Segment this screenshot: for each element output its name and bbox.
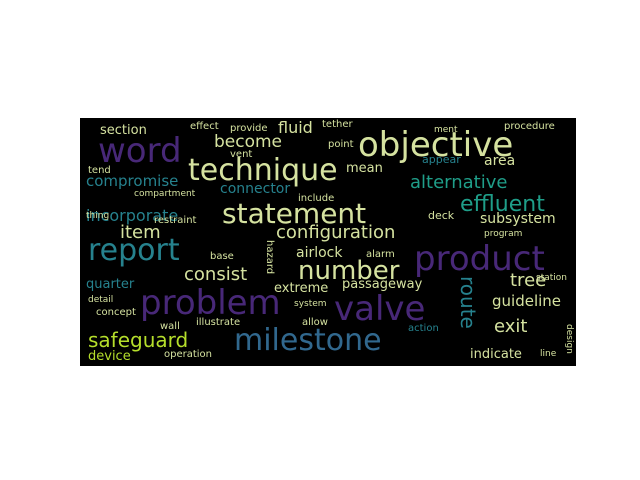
word-effect: effect: [190, 121, 219, 132]
word-compartment: compartment: [134, 189, 196, 199]
word-consist: consist: [184, 264, 248, 285]
word-milestone: milestone: [234, 323, 382, 358]
word-point: point: [328, 139, 354, 150]
word-mean: mean: [346, 161, 383, 176]
word-cloud: objective technique statement milestone …: [80, 118, 576, 366]
word-connector: connector: [220, 181, 291, 197]
word-hazard: hazard: [264, 240, 275, 275]
word-ment: ment: [434, 125, 458, 135]
word-restraint: restraint: [154, 215, 197, 226]
word-procedure: procedure: [504, 121, 555, 132]
word-appear: appear: [422, 153, 461, 166]
word-alarm: alarm: [366, 249, 395, 260]
word-exit: exit: [494, 316, 528, 337]
word-become: become: [214, 132, 283, 152]
word-indicate: indicate: [470, 347, 522, 362]
word-safeguard: safeguard: [88, 328, 189, 352]
word-provide: provide: [230, 123, 268, 134]
word-technique: technique: [188, 153, 338, 188]
word-product: product: [414, 239, 545, 279]
word-report: report: [88, 233, 180, 268]
word-include: include: [298, 193, 335, 204]
word-extreme: extreme: [274, 281, 329, 296]
word-compromise: compromise: [86, 172, 179, 190]
word-section: section: [100, 123, 147, 138]
word-base: base: [210, 251, 234, 262]
word-word: word: [98, 131, 182, 171]
word-tree: tree: [510, 270, 547, 291]
word-operation: operation: [164, 349, 213, 360]
word-vent: vent: [230, 149, 253, 160]
word-subsystem: subsystem: [480, 211, 556, 227]
word-objective: objective: [358, 125, 514, 165]
word-area: area: [484, 153, 516, 169]
word-item: item: [120, 222, 161, 243]
word-program: program: [484, 229, 523, 239]
word-problem: problem: [140, 283, 281, 323]
word-quarter: quarter: [86, 277, 135, 292]
word-tend: tend: [88, 165, 111, 176]
word-alternative: alternative: [410, 172, 508, 193]
word-concept: concept: [96, 307, 136, 318]
word-route: route: [456, 276, 480, 329]
word-system: system: [294, 299, 327, 309]
word-deck: deck: [428, 209, 455, 222]
word-incorporate: incorporate: [86, 206, 179, 225]
word-thing: thing: [86, 211, 110, 221]
word-guideline: guideline: [492, 292, 562, 310]
word-station: station: [536, 273, 567, 283]
word-tether: tether: [322, 119, 353, 130]
word-design: design: [564, 324, 574, 354]
word-airlock: airlock: [296, 245, 343, 261]
word-wall: wall: [160, 321, 180, 332]
word-detail: detail: [88, 295, 114, 305]
word-allow: allow: [302, 317, 328, 328]
word-action: action: [408, 323, 439, 334]
word-line: line: [540, 349, 557, 359]
word-valve: valve: [334, 289, 426, 329]
word-fluid: fluid: [278, 118, 313, 137]
word-device: device: [88, 349, 131, 364]
word-configuration: configuration: [276, 222, 396, 243]
word-statement: statement: [222, 197, 367, 230]
word-passageway: passageway: [342, 277, 423, 292]
word-number: number: [298, 256, 400, 286]
word-effluent: effluent: [460, 192, 545, 217]
word-illustrate: illustrate: [196, 317, 241, 328]
